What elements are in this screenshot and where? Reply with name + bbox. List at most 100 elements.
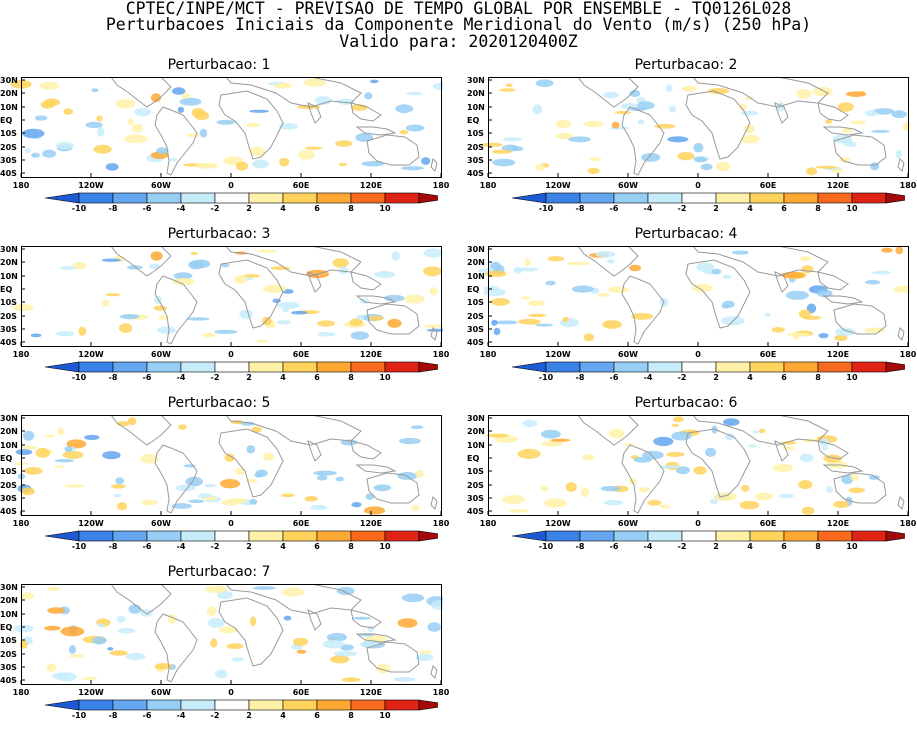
positive-anomaly-contour — [303, 78, 326, 87]
coastline — [366, 472, 420, 504]
colorbar-label: -6 — [609, 542, 619, 551]
positive-anomaly-contour — [127, 118, 134, 126]
positive-anomaly-contour — [540, 485, 549, 492]
colorbar-label: 10 — [846, 542, 858, 551]
colorbar-swatch — [384, 530, 420, 542]
colorbar-label: 4 — [280, 711, 286, 720]
negative-anomaly-contour — [721, 303, 730, 309]
negative-anomaly-contour — [276, 320, 291, 325]
panel-title: Perturbacao: 5 — [167, 395, 271, 411]
negative-anomaly-contour — [675, 466, 690, 475]
negative-anomaly-contour — [351, 502, 362, 508]
colorbar-swatch — [681, 192, 717, 204]
coastline — [774, 271, 789, 293]
positive-anomaly-contour — [140, 499, 158, 506]
latitude-tick-label: 20S — [0, 143, 17, 152]
negative-anomaly-contour — [871, 270, 892, 275]
positive-anomaly-contour — [12, 303, 34, 312]
positive-anomaly-contour — [677, 152, 695, 161]
negative-anomaly-contour — [30, 333, 42, 338]
positive-anomaly-contour — [119, 323, 133, 333]
negative-anomaly-contour — [421, 157, 431, 165]
positive-anomaly-contour — [35, 447, 50, 458]
negative-anomaly-contour — [207, 618, 225, 628]
negative-anomaly-contour — [822, 446, 829, 451]
colorbar-swatch — [316, 192, 352, 204]
longitude-tick-label: 180 — [479, 519, 497, 528]
positive-anomaly-contour — [505, 83, 513, 87]
longitude-tick-label: 60W — [618, 350, 638, 359]
colorbar-label: -2 — [210, 204, 220, 213]
coastline — [430, 158, 438, 172]
positive-anomaly-contour — [226, 643, 244, 650]
colorbar-swatch — [180, 192, 216, 204]
negative-anomaly-contour — [432, 82, 443, 90]
colorbar-label: -10 — [71, 204, 87, 213]
latitude-tick-label: 20N — [0, 258, 18, 267]
negative-anomaly-contour — [134, 107, 151, 117]
positive-anomaly-contour — [582, 454, 595, 461]
panel-title: Perturbacao: 1 — [167, 57, 271, 73]
positive-anomaly-contour — [57, 427, 64, 436]
positive-anomaly-contour — [82, 676, 98, 681]
positive-anomaly-contour — [520, 296, 532, 300]
negative-anomaly-contour — [126, 265, 143, 270]
positive-anomaly-contour — [115, 99, 136, 109]
negative-anomaly-contour — [722, 274, 732, 279]
colorbar-swatch — [282, 361, 318, 373]
negative-anomaly-contour — [249, 109, 270, 113]
colorbar-swatch — [749, 192, 785, 204]
negative-anomaly-contour — [817, 289, 833, 298]
negative-anomaly-contour — [105, 163, 119, 171]
colorbar-swatch — [316, 530, 352, 542]
negative-anomaly-contour — [603, 499, 624, 506]
negative-anomaly-contour — [740, 110, 758, 116]
negative-anomaly-contour — [190, 259, 211, 269]
positive-anomaly-contour — [840, 128, 853, 133]
latitude-tick-label: 30N — [467, 414, 485, 423]
positive-anomaly-contour — [825, 119, 833, 124]
colorbar-label: -2 — [677, 373, 687, 382]
map-plot — [10, 77, 443, 178]
latitude-tick-label: 20N — [467, 258, 485, 267]
negative-anomaly-contour — [55, 142, 74, 150]
negative-anomaly-contour — [157, 326, 176, 334]
negative-anomaly-contour — [871, 129, 890, 133]
negative-anomaly-contour — [336, 587, 355, 595]
colorbar-label: -2 — [210, 373, 220, 382]
colorbar-swatch — [248, 699, 284, 711]
latitude-tick-label: 10N — [0, 610, 18, 619]
negative-anomaly-contour — [102, 451, 121, 460]
colorbar-label: 6 — [314, 204, 320, 213]
negative-anomaly-contour — [668, 105, 677, 113]
negative-anomaly-contour — [667, 136, 689, 143]
positive-anomaly-contour — [190, 251, 198, 255]
latitude-tick-label: 30N — [0, 414, 18, 423]
positive-anomaly-contour — [484, 270, 507, 277]
positive-anomaly-contour — [69, 654, 84, 658]
negative-anomaly-contour — [316, 475, 328, 481]
positive-anomaly-contour — [296, 649, 307, 654]
positive-anomaly-contour — [562, 316, 569, 323]
positive-anomaly-contour — [524, 258, 531, 267]
positive-anomaly-contour — [234, 274, 248, 284]
map-plot — [480, 77, 910, 178]
longitude-tick-label: 120W — [78, 181, 104, 190]
positive-anomaly-contour — [317, 320, 335, 327]
negative-anomaly-contour — [310, 504, 328, 511]
colorbar-swatch — [885, 361, 905, 373]
positive-anomaly-contour — [140, 453, 159, 464]
positive-anomaly-contour — [338, 162, 347, 167]
latitude-tick-label: 20N — [467, 89, 485, 98]
negative-anomaly-contour — [518, 267, 539, 272]
colorbar-swatch — [112, 192, 148, 204]
latitude-tick-label: 30S — [0, 325, 17, 334]
colorbar-swatch — [180, 361, 216, 373]
positive-anomaly-contour — [547, 256, 565, 262]
positive-anomaly-contour — [480, 142, 503, 147]
panel-title: Perturbacao: 2 — [634, 57, 738, 73]
colorbar-swatch — [316, 699, 352, 711]
longitude-tick-label: 0 — [228, 181, 234, 190]
negative-anomaly-contour — [231, 657, 245, 662]
colorbar-label: 2 — [713, 204, 719, 213]
